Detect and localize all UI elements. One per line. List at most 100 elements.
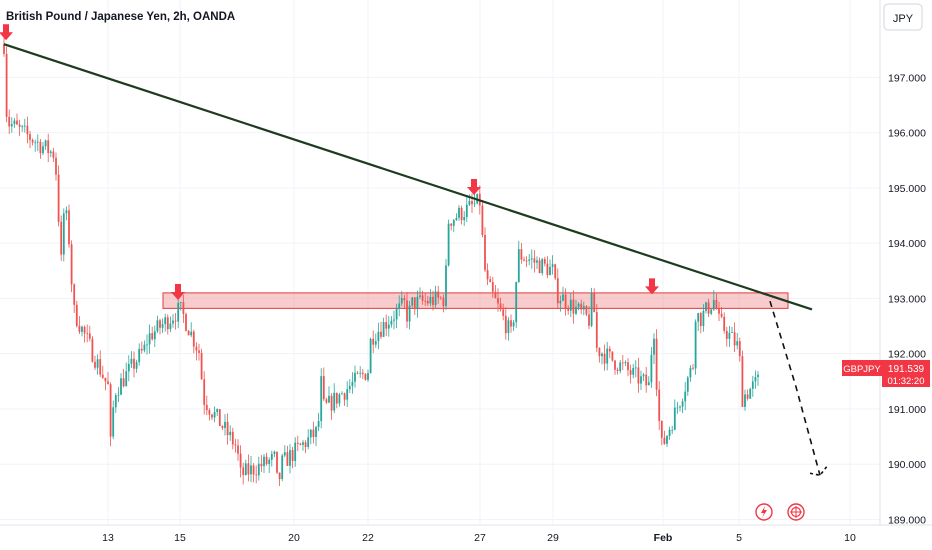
candle-body (413, 297, 416, 310)
candle-body (44, 140, 47, 147)
candle-body (426, 300, 429, 304)
candle-body (718, 308, 720, 314)
candle-body (151, 333, 154, 340)
candle (52, 147, 55, 163)
candle (104, 377, 107, 391)
candle-body (364, 373, 367, 380)
price-axis[interactable]: 197.000 196.000 195.000 194.000 193.000 192.0… (888, 72, 926, 526)
candle-body (164, 317, 167, 325)
candle-body (577, 303, 580, 307)
candle-body (408, 305, 411, 322)
candle-body (494, 291, 497, 299)
candle-body (16, 120, 18, 125)
candle-body (681, 401, 684, 407)
currency-button[interactable]: JPY (883, 3, 923, 31)
candle (663, 430, 666, 445)
candle (642, 372, 645, 382)
candle (18, 119, 21, 136)
candle-body (333, 392, 336, 411)
candle (153, 325, 156, 347)
candle-body (499, 303, 502, 310)
candle (361, 368, 364, 379)
candle (83, 325, 86, 343)
candle (156, 315, 159, 334)
candle (88, 325, 91, 342)
candle-body (569, 299, 572, 311)
candle (374, 333, 377, 348)
candle-body (75, 304, 78, 327)
candle (23, 118, 26, 133)
candle-body (543, 259, 546, 264)
candle-body (348, 386, 351, 390)
price-tick-label: 197.000 (888, 72, 926, 84)
candle-body (49, 151, 52, 154)
candle (203, 371, 206, 415)
candle-body (374, 341, 377, 345)
candle-body (705, 302, 707, 311)
candle-body (237, 445, 239, 454)
candle (5, 46, 8, 123)
candle-body (127, 363, 130, 372)
candle (218, 409, 221, 427)
candle (281, 453, 284, 482)
candle-body (187, 330, 190, 336)
candle-body (614, 360, 616, 370)
candle-body (424, 300, 427, 302)
candle (151, 326, 154, 341)
candle (715, 293, 718, 310)
candle-body (276, 451, 278, 473)
candle (434, 285, 437, 309)
candle-body (468, 201, 471, 205)
time-tick-label: 22 (362, 532, 374, 544)
candle-body (125, 371, 128, 387)
target-icon[interactable] (787, 503, 805, 521)
candle (421, 290, 424, 305)
candle (49, 149, 52, 158)
candle (42, 142, 44, 156)
candle (304, 440, 307, 454)
candle (707, 298, 710, 317)
candle-body (504, 315, 507, 334)
candle-body (608, 348, 611, 352)
candle (551, 255, 554, 275)
candle (200, 348, 203, 380)
candle (517, 240, 520, 283)
candle (263, 453, 265, 474)
candle-body (380, 331, 382, 337)
candle-body (549, 266, 551, 276)
candle (190, 322, 193, 338)
candle-body (741, 356, 744, 407)
candle-body (439, 297, 442, 299)
price-tick-label: 189.000 (888, 514, 926, 526)
candle-body (520, 249, 523, 260)
candle-body (211, 414, 213, 418)
symbol-tag (842, 360, 882, 376)
candle (749, 387, 752, 399)
currency-button-label[interactable]: JPY (893, 13, 914, 25)
candle (127, 355, 130, 382)
candle-body (525, 260, 528, 262)
candle-body (3, 44, 5, 54)
candle-body (528, 259, 531, 261)
candle (195, 342, 198, 361)
candle-body (273, 451, 276, 454)
candle (424, 293, 427, 307)
candle (733, 322, 736, 353)
candle-body (710, 309, 713, 314)
candle-body (572, 299, 575, 314)
candle-body (289, 450, 291, 466)
candle-body (632, 367, 635, 375)
time-axis[interactable]: 13 15 20 22 27 29 Feb 5 10 (102, 532, 856, 544)
candle-body (679, 406, 681, 408)
candle (757, 370, 759, 387)
currency-button-frame[interactable] (883, 3, 923, 31)
candle-body (47, 140, 50, 154)
candle-body (460, 207, 463, 221)
lightning-icon[interactable] (755, 503, 773, 521)
candle (169, 316, 172, 333)
candle (398, 295, 401, 317)
candle-body (268, 459, 271, 464)
candle-body (489, 279, 492, 283)
